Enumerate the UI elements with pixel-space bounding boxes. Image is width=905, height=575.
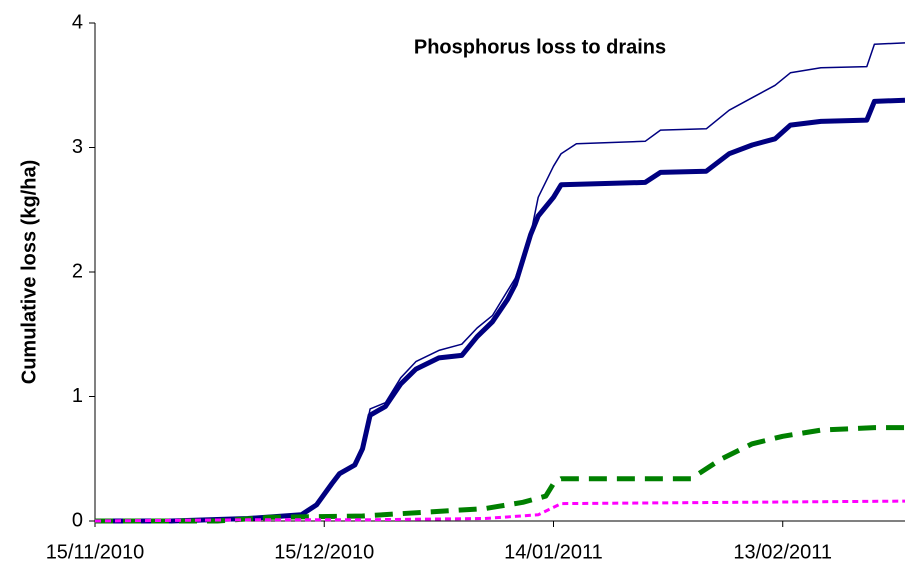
series-line bbox=[95, 97, 905, 524]
series-line bbox=[94, 499, 905, 523]
y-tick-label: 2 bbox=[72, 260, 83, 282]
chart-title: Phosphorus loss to drains bbox=[414, 36, 666, 58]
x-tick-label: 13/02/2011 bbox=[733, 541, 832, 563]
y-tick-label: 4 bbox=[72, 11, 83, 33]
y-axis-label: Cumulative loss (kg/ha) bbox=[18, 160, 40, 385]
series-line bbox=[95, 42, 905, 522]
x-tick-label: 14/01/2011 bbox=[504, 541, 603, 563]
x-tick-label: 15/11/2010 bbox=[46, 541, 145, 563]
y-tick-label: 0 bbox=[72, 509, 83, 531]
x-tick-label: 15/12/2010 bbox=[274, 541, 374, 563]
series-line bbox=[95, 425, 905, 524]
y-tick-label: 1 bbox=[72, 385, 83, 407]
y-tick-label: 3 bbox=[72, 136, 83, 158]
